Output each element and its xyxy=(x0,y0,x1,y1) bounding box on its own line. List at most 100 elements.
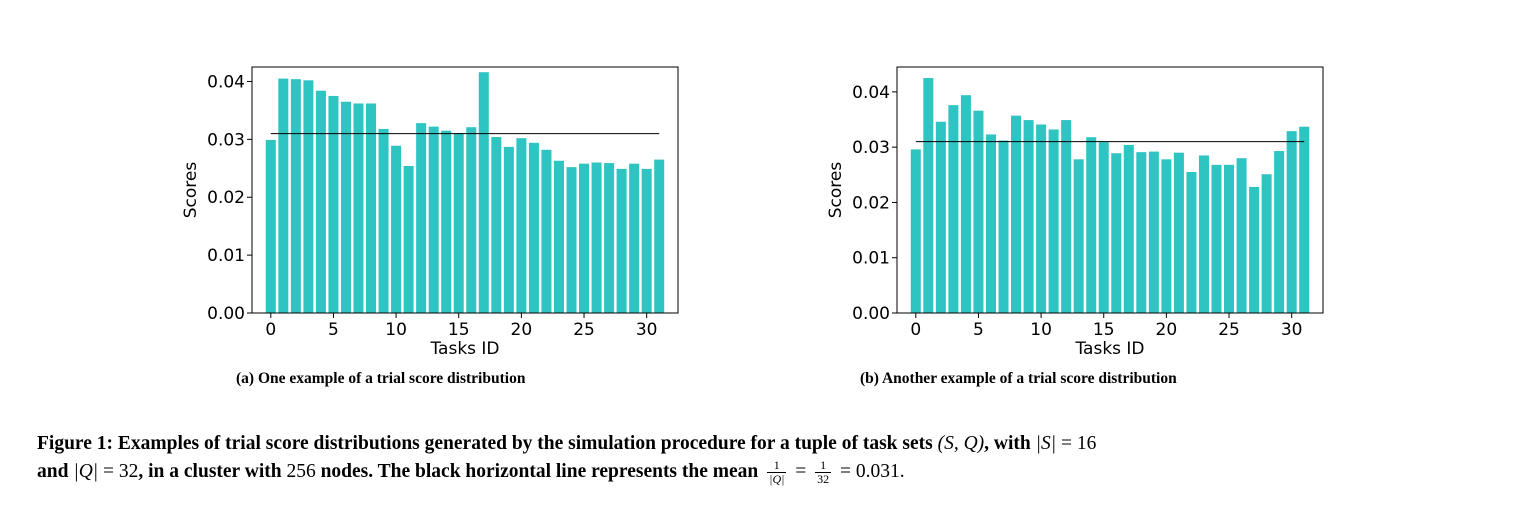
bar-21 xyxy=(528,142,539,313)
bar-20 xyxy=(1161,159,1172,313)
bar-7 xyxy=(353,103,364,313)
bar-22 xyxy=(1186,172,1197,313)
bar-26 xyxy=(1236,158,1247,313)
bar-1 xyxy=(278,78,289,313)
bar-18 xyxy=(491,137,502,313)
bar-18 xyxy=(1136,152,1147,313)
figure-caption: Figure 1: Examples of trial score distri… xyxy=(37,430,1497,486)
bar-23 xyxy=(553,160,564,313)
bar-3 xyxy=(303,80,314,313)
bar-25 xyxy=(1224,164,1235,313)
bar-26 xyxy=(591,162,602,313)
bar-4 xyxy=(315,90,326,313)
mean-fraction-2: 1 32 xyxy=(815,459,832,487)
bar-8 xyxy=(1011,115,1022,313)
bar-14 xyxy=(1086,137,1097,313)
fraction-2-denominator: 32 xyxy=(817,472,830,487)
bar-19 xyxy=(1148,151,1159,313)
bar-6 xyxy=(340,101,351,313)
bar-0 xyxy=(265,139,276,313)
x-tick-label: 0 xyxy=(265,320,276,340)
y-tick-label: 0.01 xyxy=(852,249,890,269)
x-tick-label: 15 xyxy=(448,320,470,340)
bar-8 xyxy=(366,103,377,313)
caption-q-size: |Q| xyxy=(73,461,99,482)
bar-15 xyxy=(453,132,464,313)
x-tick-label: 5 xyxy=(973,320,984,340)
bar-27 xyxy=(604,163,615,313)
mean-fraction-1: 1 |Q| xyxy=(767,459,787,486)
bar-16 xyxy=(466,127,477,313)
bar-24 xyxy=(566,167,577,313)
bar-16 xyxy=(1111,153,1122,313)
x-tick-label: 5 xyxy=(328,320,339,340)
bar-chart-a: 0.00 0.01 0.02 0.03 0.04 0 5 10 15 20 25 30 Tasks ID… xyxy=(181,66,679,359)
bar-3 xyxy=(948,105,959,313)
figure-caption-line-2: and |Q| = 32, in a cluster with 256 node… xyxy=(37,458,1497,486)
chart-panel-b: 0.00 0.01 0.02 0.03 0.04 0 5 10 15 20 25 30 Tasks ID… xyxy=(825,55,1345,360)
y-tick-label: 0.02 xyxy=(852,193,890,213)
caption-with-text: , with xyxy=(984,433,1036,454)
y-tick-label: 0.02 xyxy=(207,188,245,208)
plot-frame xyxy=(251,66,679,314)
bar-9 xyxy=(378,128,389,313)
caption-s-eq: = 16 xyxy=(1056,433,1097,454)
fraction-2-numerator: 1 xyxy=(815,459,832,474)
bar-13 xyxy=(428,126,439,313)
bar-7 xyxy=(998,140,1009,313)
bar-15 xyxy=(1098,142,1109,313)
bar-31 xyxy=(1299,126,1310,313)
bar-1 xyxy=(923,78,934,313)
bar-chart-b: 0.00 0.01 0.02 0.03 0.04 0 5 10 15 20 25 30 Tasks ID… xyxy=(826,66,1324,359)
caption-tuple: (S, Q) xyxy=(937,433,985,454)
y-tick-label: 0.03 xyxy=(852,138,890,158)
bar-24 xyxy=(1211,164,1222,313)
x-tick-label: 10 xyxy=(1030,320,1052,340)
bar-27 xyxy=(1249,186,1260,313)
x-tick-label: 25 xyxy=(1218,320,1240,340)
x-axis-label: Tasks ID xyxy=(429,339,499,359)
bar-22 xyxy=(541,149,552,313)
y-axis-label: Scores xyxy=(181,162,201,219)
fraction-1-numerator: 1 xyxy=(767,459,787,474)
y-tick-label: 0.04 xyxy=(207,72,245,92)
y-axis-label: Scores xyxy=(826,162,846,219)
bar-10 xyxy=(1036,124,1047,314)
bar-11 xyxy=(1048,129,1059,313)
y-tick-label: 0.03 xyxy=(207,130,245,150)
bar-5 xyxy=(328,95,339,313)
chart-panel-a: 0.00 0.01 0.02 0.03 0.04 0 5 10 15 20 25 30 Tasks ID… xyxy=(180,55,700,360)
y-tick-label: 0.01 xyxy=(207,246,245,266)
caption-eq1: = xyxy=(790,461,812,482)
y-tick-label: 0.04 xyxy=(852,83,890,103)
bar-30 xyxy=(641,168,652,313)
bar-0 xyxy=(910,149,921,313)
y-tick-label: 0.00 xyxy=(207,304,245,324)
bar-5 xyxy=(973,110,984,313)
bar-29 xyxy=(629,163,640,313)
x-tick-label: 30 xyxy=(1281,320,1303,340)
bar-13 xyxy=(1073,159,1084,313)
caption-cluster-text: , in a cluster with xyxy=(138,461,287,482)
bar-17 xyxy=(478,72,489,313)
bar-10 xyxy=(391,145,402,313)
x-tick-label: 30 xyxy=(636,320,658,340)
bar-31 xyxy=(654,159,665,313)
caption-q-eq: = 32 xyxy=(98,461,139,482)
subfigure-caption-b: (b) Another example of a trial score dis… xyxy=(860,370,1177,387)
bar-9 xyxy=(1023,120,1034,313)
x-tick-label: 20 xyxy=(1156,320,1178,340)
plot-frame xyxy=(896,66,1324,314)
x-tick-label: 25 xyxy=(573,320,595,340)
bar-19 xyxy=(503,146,514,313)
x-tick-label: 15 xyxy=(1093,320,1115,340)
bar-11 xyxy=(403,165,414,313)
figure-caption-line-1: Figure 1: Examples of trial score distri… xyxy=(37,430,1497,458)
bar-25 xyxy=(579,163,590,313)
bar-4 xyxy=(960,95,971,313)
bar-21 xyxy=(1173,152,1184,313)
bar-2 xyxy=(290,79,301,313)
x-tick-label: 20 xyxy=(511,320,533,340)
caption-eq2: = 0.031. xyxy=(835,461,905,482)
x-tick-label: 10 xyxy=(385,320,407,340)
